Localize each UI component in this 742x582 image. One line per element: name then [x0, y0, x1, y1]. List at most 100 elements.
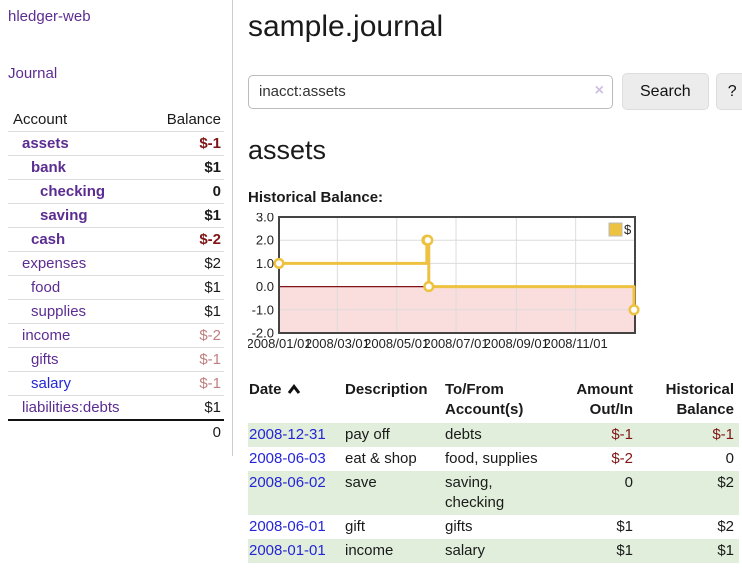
- account-row: supplies $1: [8, 299, 224, 324]
- txn-date-cell: 2008-06-03: [248, 447, 344, 471]
- account-balance: $-2: [147, 227, 224, 252]
- txn-date-cell: 2008-12-31: [248, 423, 344, 447]
- account-link[interactable]: gifts: [31, 351, 59, 368]
- txn-description: save: [345, 474, 377, 491]
- txn-amount: $1: [616, 542, 633, 559]
- svg-text:2008/03/01: 2008/03/01: [305, 336, 370, 351]
- account-row: saving $1: [8, 203, 224, 228]
- app-brand-link[interactable]: hledger-web: [8, 8, 91, 25]
- transaction-row: 2008-01-01 income salary $1 $1: [248, 539, 739, 563]
- txn-header-date[interactable]: Date: [248, 378, 344, 423]
- svg-text:2008/01/01: 2008/01/01: [248, 336, 312, 351]
- txn-amount: $-1: [611, 426, 633, 443]
- account-link[interactable]: expenses: [22, 255, 87, 272]
- chart-title: Historical Balance:: [248, 189, 384, 206]
- accounts-header-account: Account: [13, 111, 68, 128]
- txn-description: eat & shop: [345, 450, 417, 467]
- chart-canvas: $3.0 2.0 1.0 0.0 -1.0 -2.02008/01/012008/03/0…: [246, 210, 640, 351]
- account-heading: assets: [248, 135, 327, 165]
- account-link[interactable]: salary: [31, 375, 72, 392]
- txn-date-link[interactable]: 2008-06-02: [249, 474, 326, 491]
- txn-accounts: saving, checking: [445, 474, 505, 511]
- account-link[interactable]: food: [31, 279, 61, 296]
- txn-date-link[interactable]: 2008-06-03: [249, 450, 326, 467]
- svg-text:2.0: 2.0: [256, 233, 274, 248]
- page-title: sample.journal: [248, 10, 444, 43]
- account-row: cash $-2: [8, 227, 224, 252]
- search-input[interactable]: [248, 74, 613, 109]
- account-balance: $1: [147, 275, 224, 300]
- account-row: gifts $-1: [8, 347, 224, 372]
- txn-accounts: gifts: [445, 518, 473, 535]
- svg-text:2008/07/01: 2008/07/01: [423, 336, 488, 351]
- txn-balance: $2: [717, 474, 734, 491]
- sidebar-item-journal[interactable]: Journal: [8, 65, 58, 82]
- accounts-table: Account Balance assets $-1 bank $1 checking 0…: [8, 109, 224, 444]
- txn-accounts: food, supplies: [445, 450, 538, 467]
- txn-header-amount: Amount Out/In: [576, 381, 633, 418]
- txn-date-cell: 2008-01-01: [248, 539, 344, 563]
- account-balance: $1: [147, 395, 224, 420]
- historical-balance-chart: $3.0 2.0 1.0 0.0 -1.0 -2.0 2008/01/01 2008/03/0…: [246, 210, 742, 365]
- page: hledger-web Journal Account Balance asse…: [0, 0, 742, 563]
- accounts-total-row: 0: [8, 419, 224, 444]
- txn-balance: $2: [717, 518, 734, 535]
- txn-balance: 0: [725, 450, 734, 467]
- account-link[interactable]: liabilities:debts: [22, 399, 120, 416]
- txn-accounts: debts: [445, 426, 482, 443]
- svg-text:2008/11/01: 2008/11/01: [544, 336, 608, 351]
- transaction-row: 2008-06-02 save saving, checking 0 $2: [248, 471, 739, 515]
- account-link[interactable]: cash: [31, 231, 66, 248]
- svg-text:1.0: 1.0: [256, 256, 274, 271]
- search-input-wrap: ×: [248, 74, 613, 109]
- txn-balance: $1: [717, 542, 734, 559]
- svg-text:-1.0: -1.0: [252, 302, 274, 317]
- svg-text:$: $: [624, 222, 632, 237]
- transactions-table: Date Description To/From Account(s) Amou…: [248, 378, 739, 563]
- account-balance: $-2: [147, 323, 224, 348]
- txn-date-link[interactable]: 2008-12-31: [249, 426, 326, 443]
- clear-search-icon[interactable]: ×: [594, 81, 604, 99]
- account-row: bank $1: [8, 155, 224, 180]
- main-content: sample.journal × Search ? assets Histori…: [233, 0, 742, 563]
- txn-date-cell: 2008-06-02: [248, 471, 344, 515]
- sort-asc-icon: [287, 384, 300, 394]
- account-balance: $-1: [147, 371, 224, 396]
- account-row: food $1: [8, 275, 224, 300]
- svg-text:3.0: 3.0: [256, 213, 274, 225]
- txn-accounts: salary: [445, 542, 486, 559]
- account-row: assets $-1: [8, 131, 224, 156]
- transaction-row: 2008-06-01 gift gifts $1 $2: [248, 515, 739, 539]
- account-balance: $-1: [147, 131, 224, 156]
- account-link[interactable]: assets: [22, 135, 69, 152]
- account-row: salary $-1: [8, 371, 224, 396]
- account-row: income $-2: [8, 323, 224, 348]
- account-balance: 0: [147, 179, 224, 204]
- account-balance: $-1: [147, 347, 224, 372]
- transaction-row: 2008-12-31 pay off debts $-1 $-1: [248, 423, 739, 447]
- account-link[interactable]: saving: [40, 207, 88, 224]
- account-balance: $2: [147, 251, 224, 276]
- accounts-header-balance: Balance: [166, 111, 221, 128]
- account-link[interactable]: supplies: [31, 303, 87, 320]
- txn-date-link[interactable]: 2008-01-01: [249, 542, 326, 559]
- txn-balance: $-1: [712, 426, 734, 443]
- search-bar: × Search ?: [248, 73, 742, 110]
- txn-amount: 0: [624, 474, 633, 491]
- account-link[interactable]: checking: [40, 183, 106, 200]
- search-button[interactable]: Search: [622, 73, 709, 110]
- txn-description: income: [345, 542, 394, 559]
- txn-date-link[interactable]: 2008-06-01: [249, 518, 326, 535]
- account-link[interactable]: income: [22, 327, 71, 344]
- svg-text:0.0: 0.0: [256, 279, 274, 294]
- svg-text:-2.0: -2.0: [252, 326, 274, 341]
- svg-text:2008/09/01: 2008/09/01: [484, 336, 549, 351]
- txn-amount: $1: [616, 518, 633, 535]
- help-button[interactable]: ?: [715, 73, 742, 110]
- sidebar: hledger-web Journal Account Balance asse…: [0, 0, 233, 456]
- account-balance: $1: [147, 299, 224, 324]
- txn-header-description: Description: [345, 381, 428, 398]
- account-balance: $1: [147, 203, 224, 228]
- account-balance: $1: [147, 155, 224, 180]
- account-link[interactable]: bank: [31, 159, 67, 176]
